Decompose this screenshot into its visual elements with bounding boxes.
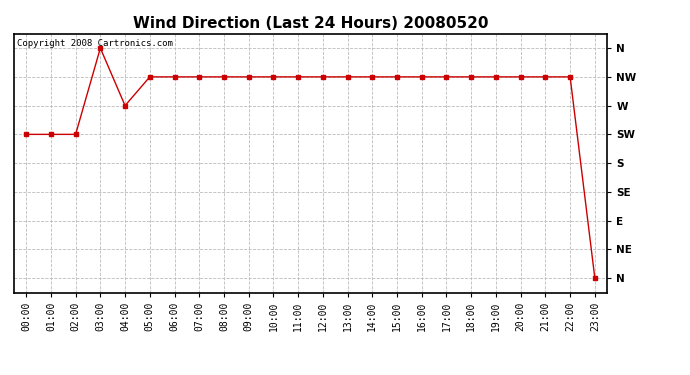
Text: Copyright 2008 Cartronics.com: Copyright 2008 Cartronics.com [17,39,172,48]
Title: Wind Direction (Last 24 Hours) 20080520: Wind Direction (Last 24 Hours) 20080520 [132,16,489,31]
